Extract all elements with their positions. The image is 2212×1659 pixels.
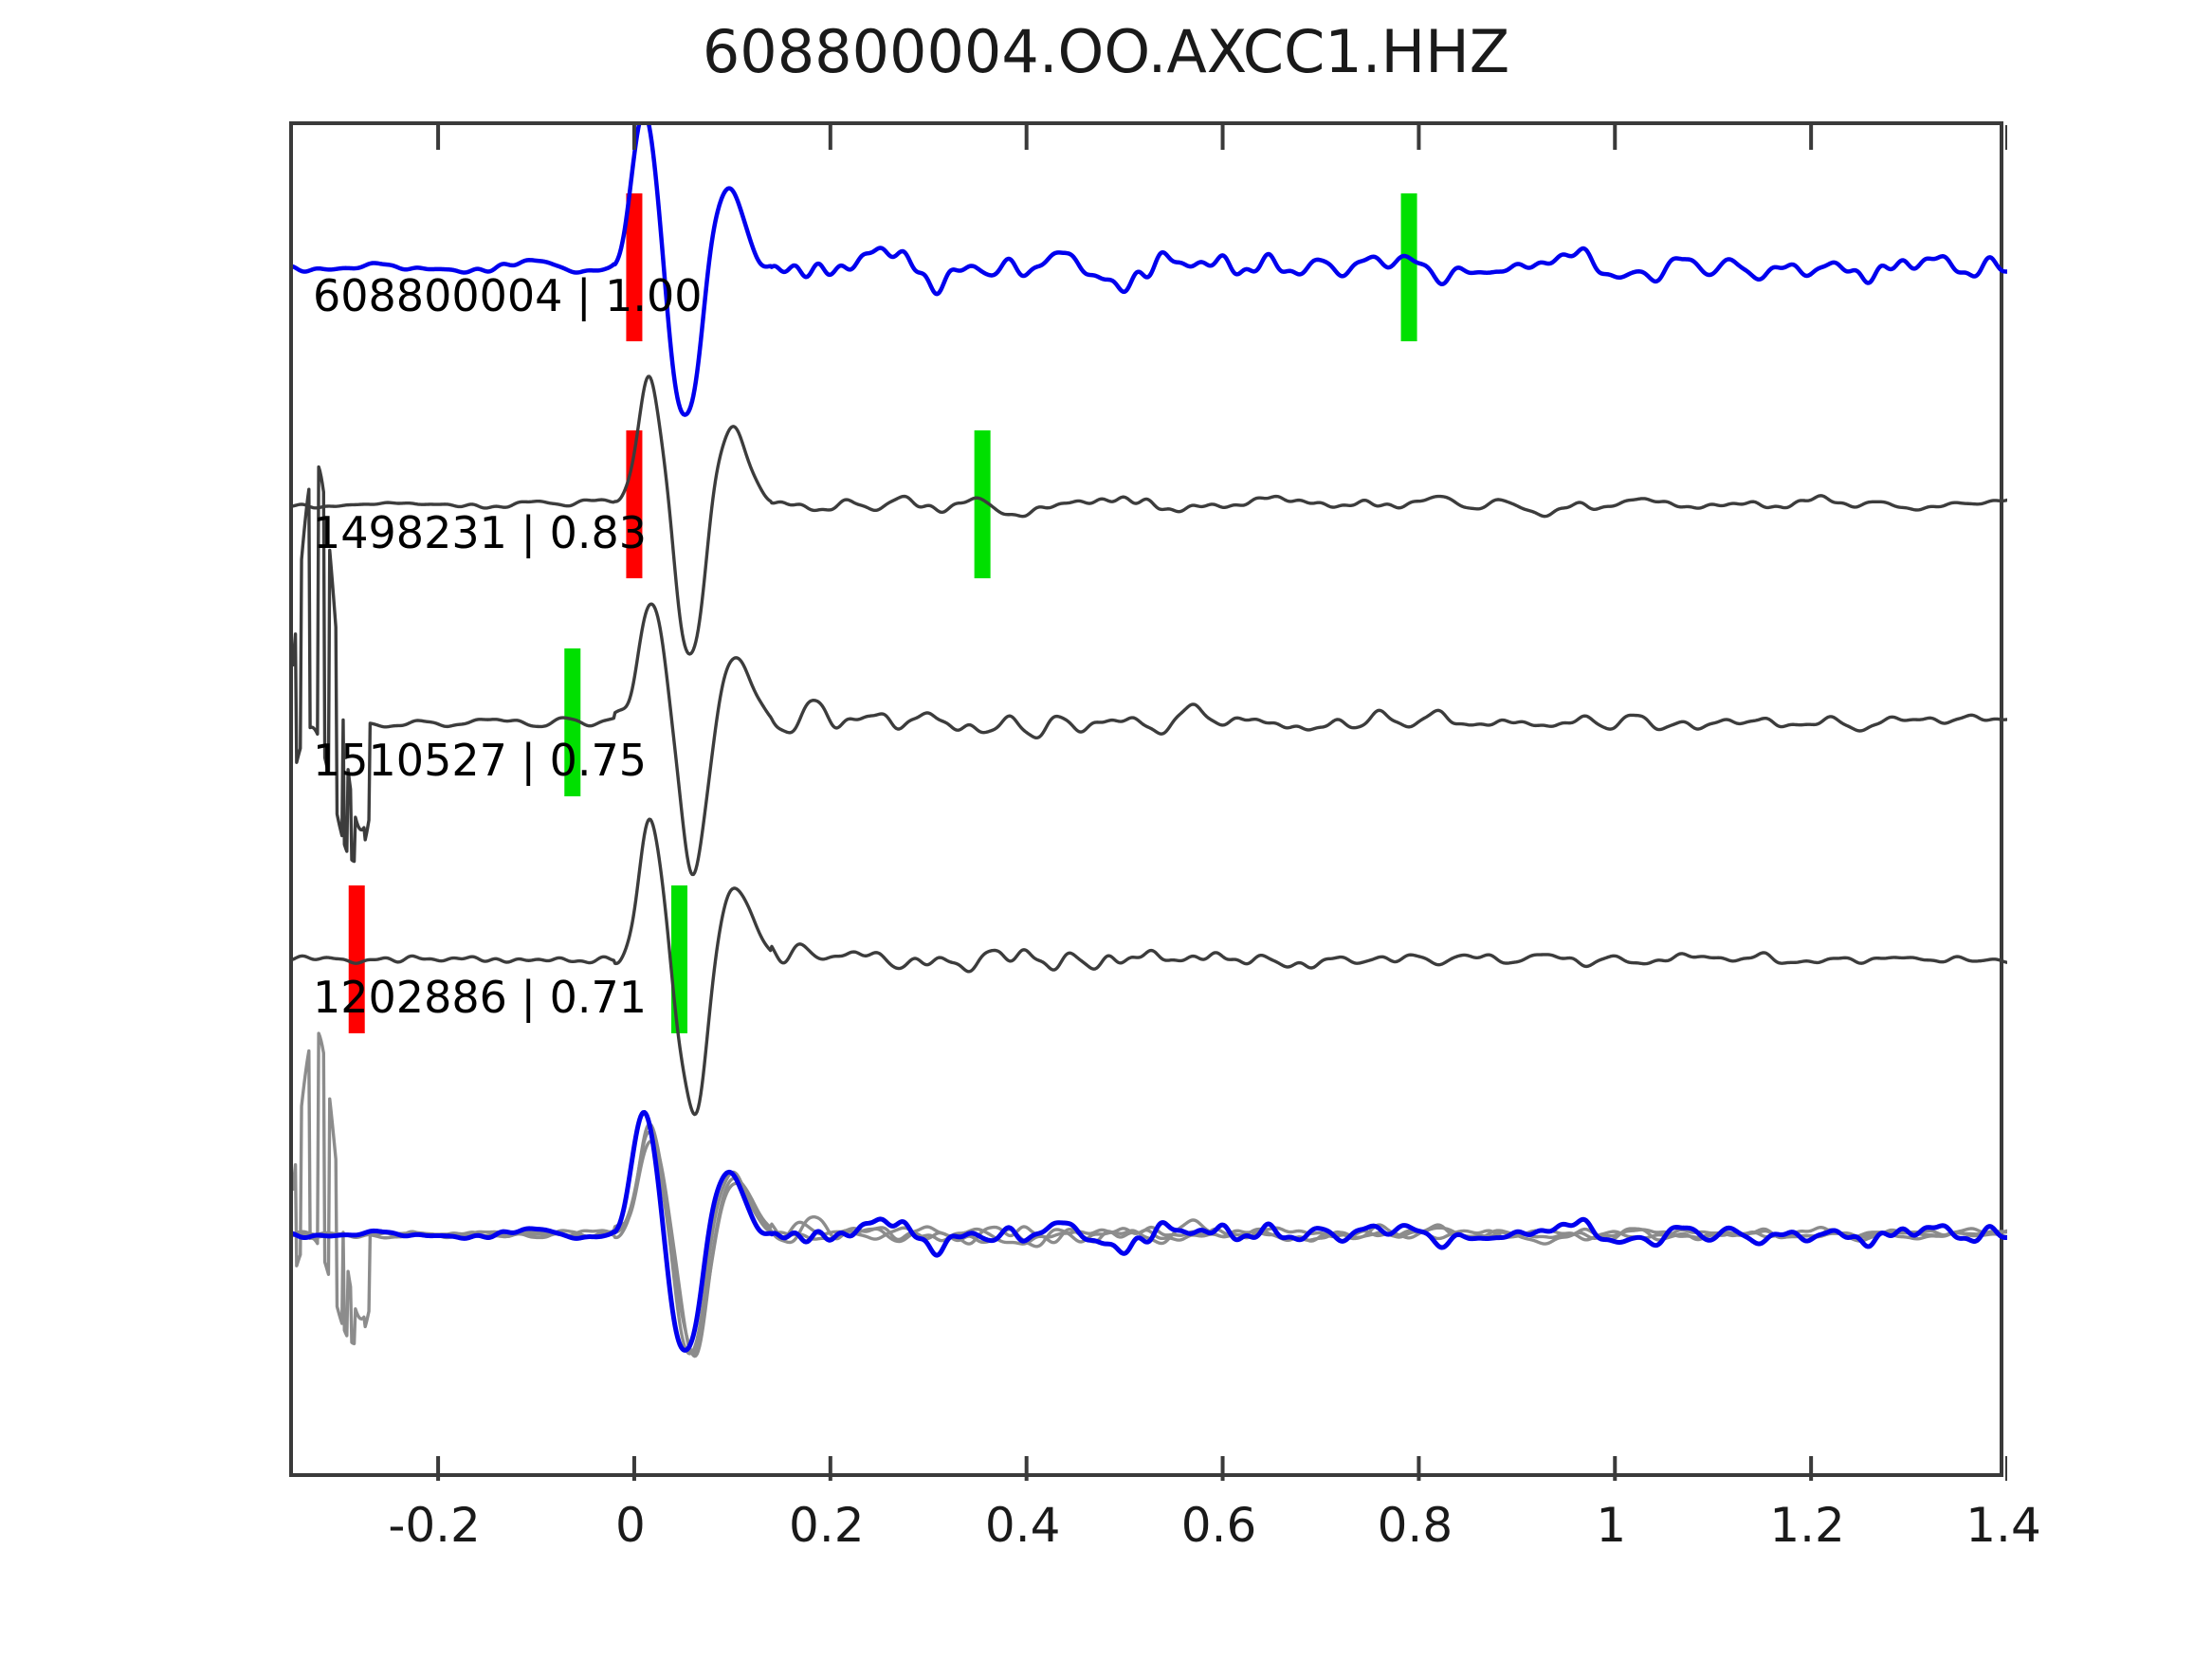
trace-row-1498231 <box>293 374 2007 656</box>
trace-label-0: 608800004 | 1.00 <box>313 270 703 321</box>
trace-row-1510527 <box>293 465 2007 877</box>
waveform-1510527 <box>293 465 2007 877</box>
x-tick-label-0.2: 0.2 <box>789 1498 865 1553</box>
waveform-canvas <box>293 125 2007 1481</box>
stack-overlay-row <box>293 1031 2007 1358</box>
x-tick-label-0.8: 0.8 <box>1377 1498 1453 1553</box>
x-tick-label-1.4: 1.4 <box>1965 1498 2041 1553</box>
plot-area <box>289 121 2007 1481</box>
waveform-1202886 <box>293 817 2007 1117</box>
trace-label-2: 1510527 | 0.75 <box>313 735 648 786</box>
trace-row-608800004 <box>293 125 2007 417</box>
page-title: 608800004.OO.AXCC1.HHZ <box>702 17 1510 86</box>
trace-row-1202886 <box>293 817 2007 1117</box>
stack-waveform-1510527 <box>293 1031 2007 1356</box>
waveform-608800004 <box>293 125 2007 417</box>
x-tick-label-0: 0 <box>614 1498 646 1553</box>
x-tick-label-0.4: 0.4 <box>984 1498 1061 1553</box>
x-tick-label-1.2: 1.2 <box>1769 1498 1845 1553</box>
x-tick-label-1: 1 <box>1596 1498 1627 1553</box>
x-axis-tick-labels: -0.2 0 0.2 0.4 0.6 0.8 1 1.2 1.4 <box>289 1486 2040 1572</box>
trace-label-1: 1498231 | 0.83 <box>313 507 648 558</box>
x-tick-label-0.6: 0.6 <box>1180 1498 1257 1553</box>
stack-waveform-608800004 <box>293 1109 2007 1353</box>
waveform-1498231 <box>293 374 2007 656</box>
x-tick-label--0.2: -0.2 <box>388 1498 481 1553</box>
trace-label-3: 1202886 | 0.71 <box>313 972 648 1023</box>
